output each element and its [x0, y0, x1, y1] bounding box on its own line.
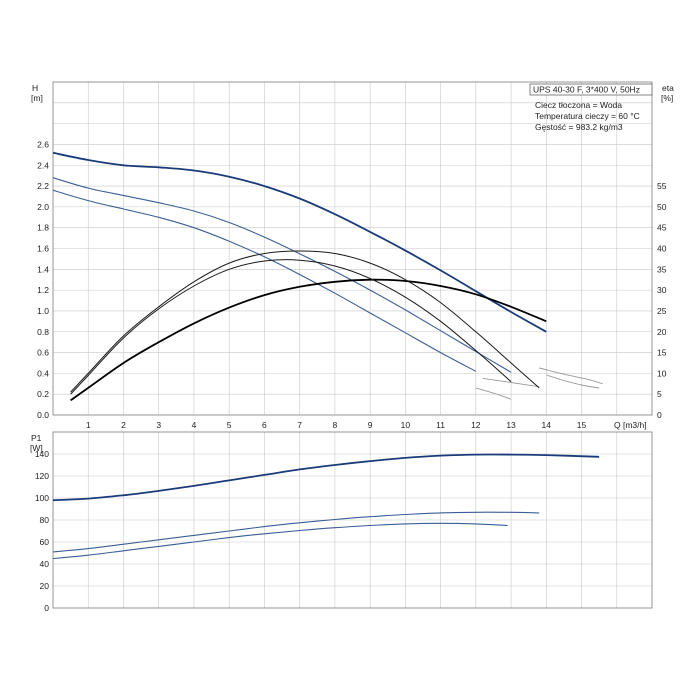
flow-tick-label: 10: [401, 420, 411, 430]
flow-tick-label: 3: [156, 420, 161, 430]
head-tick-label: 1.0: [37, 306, 49, 316]
curve-tail: [539, 367, 603, 385]
flow-tick-label: 12: [471, 420, 481, 430]
eta-tick-label: 5: [657, 389, 662, 399]
info-box: UPS 40-30 F, 3*400 V, 50Hz Ciecz tłoczon…: [529, 83, 653, 132]
head-chart-curves: [52, 151, 603, 402]
head-chart-grid: [52, 81, 653, 416]
eta-tick-label: 30: [657, 285, 667, 295]
flow-tick-label: 2: [121, 420, 126, 430]
head-curve: [52, 189, 477, 372]
power-tick-label: 40: [40, 559, 50, 569]
flow-tick-label: 9: [368, 420, 373, 430]
head-tick-label: 2.4: [37, 160, 49, 170]
head-plot-frame: [52, 81, 653, 416]
head-tick-label: 0.8: [37, 327, 49, 337]
power-axis-label: P1: [31, 433, 42, 443]
head-tick-label: 1.2: [37, 285, 49, 295]
chart-title: UPS 40-30 F, 3*400 V, 50Hz: [533, 85, 640, 95]
flow-tick-label: 14: [542, 420, 552, 430]
eta-tick-label: 10: [657, 368, 667, 378]
fluid-annotation: Ciecz tłoczona = Woda: [535, 100, 622, 110]
efficiency-curve: [70, 259, 512, 395]
head-tick-label: 1.8: [37, 223, 49, 233]
power-axis-unit: [W]: [30, 443, 43, 453]
power-tick-label: 80: [40, 515, 50, 525]
power-tick-label: 100: [35, 493, 49, 503]
power-plot-frame: [52, 431, 653, 609]
power-tick-label: 0: [44, 603, 49, 613]
head-tick-label: 1.6: [37, 244, 49, 254]
axis-ticks: 0.0 0.2 0.4 0.6 0.8 1.0 1.2 1.4 1.6 1.8 2.0 2.2 2.4 2…: [35, 139, 667, 613]
flow-tick-label: 15: [577, 420, 587, 430]
flow-tick-label: 7: [297, 420, 302, 430]
eta-tick-label: 35: [657, 264, 667, 274]
head-tick-label: 0.0: [37, 410, 49, 420]
head-axis-label: H: [32, 83, 38, 93]
density-annotation: Gęstość = 983.2 kg/m3: [535, 122, 623, 132]
curve-tail: [482, 377, 540, 388]
flow-tick-label: 6: [262, 420, 267, 430]
head-tick-label: 0.2: [37, 389, 49, 399]
power-tick-label: 60: [40, 537, 50, 547]
eta-tick-label: 45: [657, 223, 667, 233]
curve-tail: [475, 387, 512, 400]
eta-tick-label: 50: [657, 202, 667, 212]
flow-tick-label: 11: [436, 420, 445, 430]
head-curve: [52, 177, 512, 373]
eta-tick-label: 55: [657, 181, 667, 191]
head-curve: [52, 151, 547, 333]
power-curve: [52, 522, 508, 560]
eta-tick-label: 40: [657, 244, 667, 254]
power-curve: [52, 453, 600, 502]
power-chart-grid: [52, 431, 653, 609]
power-tick-label: 120: [35, 471, 49, 481]
head-tick-label: 0.6: [37, 348, 49, 358]
head-tick-label: 2.0: [37, 202, 49, 212]
head-axis-unit: [m]: [31, 93, 43, 103]
eta-tick-label: 15: [657, 348, 667, 358]
power-curve: [52, 511, 540, 553]
efficiency-curve: [70, 250, 540, 393]
power-tick-label: 20: [40, 581, 50, 591]
eta-axis-label: eta: [662, 83, 674, 93]
power-tick-label: 140: [35, 449, 49, 459]
flow-axis-label: Q [m3/h]: [614, 420, 647, 430]
flow-tick-label: 5: [227, 420, 232, 430]
title-box: [529, 83, 653, 96]
curve-tail: [546, 374, 600, 389]
flow-tick-label: 1: [86, 420, 91, 430]
head-tick-label: 0.4: [37, 368, 49, 378]
eta-axis-unit: [%]: [661, 93, 673, 103]
head-tick-label: 1.4: [37, 264, 49, 274]
eta-tick-label: 25: [657, 306, 667, 316]
head-tick-label: 2.2: [37, 181, 49, 191]
eta-tick-label: 20: [657, 327, 667, 337]
temperature-annotation: Temperatura cieczy = 60 °C: [535, 111, 640, 121]
eta-tick-label: 0: [657, 410, 662, 420]
flow-tick-label: 13: [506, 420, 516, 430]
power-chart-curves: [52, 453, 600, 560]
head-tick-label: 2.6: [37, 139, 49, 149]
flow-tick-label: 8: [333, 420, 338, 430]
flow-tick-label: 4: [192, 420, 197, 430]
efficiency-curve: [70, 278, 547, 402]
